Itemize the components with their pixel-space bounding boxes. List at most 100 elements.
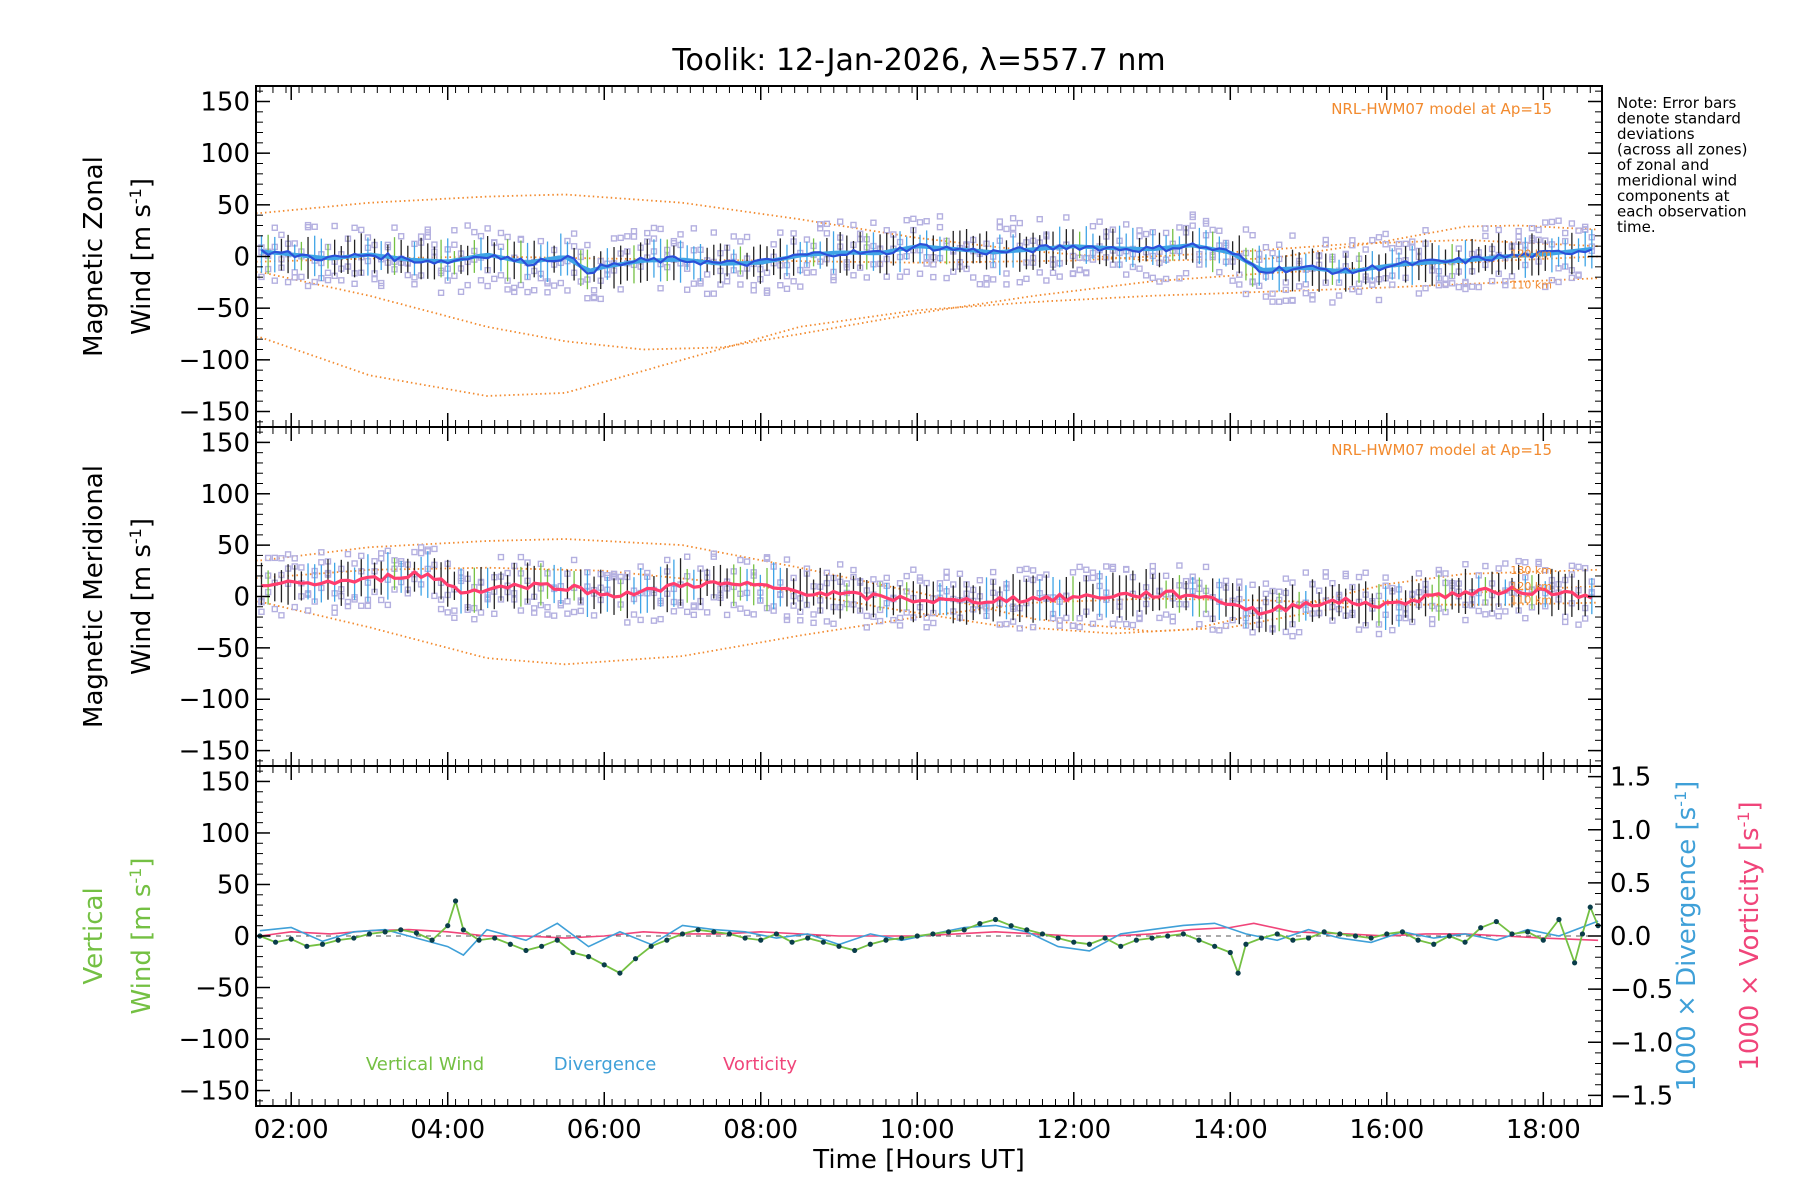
zone-point — [451, 614, 458, 622]
zone-point — [1349, 285, 1356, 293]
zone-point — [1089, 223, 1097, 230]
zone-point — [1575, 563, 1582, 571]
zone-point — [657, 285, 664, 292]
zone-point — [750, 287, 757, 294]
zone-point — [324, 276, 332, 284]
zone-point — [271, 554, 278, 562]
zone-point — [850, 566, 857, 574]
y-tick-label: 50 — [217, 191, 250, 221]
x-tick-label: 12:00 — [1036, 1115, 1111, 1145]
zone-point — [1495, 226, 1502, 234]
vertical-wind-point — [664, 937, 670, 943]
zone-point — [431, 241, 438, 248]
zone-point — [1202, 563, 1210, 571]
zone-point — [584, 241, 591, 249]
zone-point — [1275, 298, 1283, 305]
zone-point — [497, 229, 505, 237]
zone-point — [1109, 620, 1117, 627]
altitude-label: 120 km — [1510, 580, 1552, 593]
zone-point — [703, 290, 711, 298]
zone-point — [1036, 269, 1043, 276]
zone-point — [451, 607, 458, 614]
vertical-wind-point — [820, 939, 826, 945]
zone-point — [1056, 622, 1063, 629]
zone-point — [1375, 630, 1383, 638]
zone-point — [304, 282, 312, 290]
right-tick-label: 1.5 — [1610, 763, 1651, 793]
zone-point — [1581, 615, 1589, 622]
zone-point — [650, 224, 658, 232]
zone-point — [1269, 298, 1276, 305]
zone-point — [1409, 238, 1416, 245]
model-curve — [256, 255, 1599, 351]
divergence-line — [259, 920, 1599, 957]
vertical-wind-point — [617, 970, 623, 976]
zone-point — [876, 617, 884, 625]
zone-point — [883, 273, 890, 280]
vertical-wind-point — [1384, 931, 1390, 937]
zone-point — [1462, 279, 1469, 287]
y-tick-label: −150 — [179, 1077, 250, 1107]
zone-point — [577, 607, 584, 615]
zone-point — [777, 229, 784, 236]
zone-point — [1382, 241, 1389, 248]
zone-point — [1422, 227, 1429, 234]
y-tick-label: −50 — [195, 294, 250, 324]
note-line: time. — [1617, 218, 1656, 236]
zone-point — [624, 233, 631, 240]
vertical-wind-point — [272, 939, 279, 945]
zone-point — [1149, 274, 1157, 282]
note-line: Note: Error bars — [1617, 94, 1737, 112]
zone-point — [311, 223, 318, 230]
zone-point — [1222, 622, 1230, 630]
zone-point — [896, 614, 904, 622]
zone-point — [1555, 278, 1562, 286]
zone-point — [1023, 565, 1030, 573]
zone-point — [411, 281, 418, 288]
zone-point — [617, 234, 624, 242]
axis-label-superscript: -1 — [126, 868, 145, 884]
legend-item: Vorticity — [723, 1054, 797, 1075]
zone-point — [1375, 296, 1383, 304]
zone-point — [830, 273, 837, 281]
zone-point — [896, 580, 904, 587]
vertical-wind-point — [1165, 933, 1171, 939]
zone-point — [550, 282, 558, 289]
zone-point — [431, 592, 438, 600]
zone-point — [896, 622, 904, 629]
altitude-label: 130 km — [1510, 564, 1552, 577]
axis-label-superscript: -1 — [1671, 791, 1690, 807]
vertical-wind-point — [805, 935, 811, 941]
zone-point — [763, 554, 771, 561]
zone-point — [331, 609, 338, 616]
zone-point — [1009, 224, 1017, 232]
zone-point — [1222, 577, 1230, 585]
zone-point — [570, 556, 578, 564]
zone-point — [903, 268, 910, 276]
vertical-wind-point — [695, 927, 701, 933]
zone-point — [1069, 622, 1077, 630]
vertical-wind-point — [1227, 949, 1233, 956]
zone-point — [278, 231, 285, 239]
zone-point — [1242, 290, 1250, 298]
zone-point — [1522, 559, 1529, 566]
zone-point — [1016, 279, 1023, 286]
zone-point — [797, 283, 804, 290]
zone-point — [1482, 232, 1489, 240]
zone-point — [590, 287, 598, 294]
zone-point — [1475, 607, 1482, 615]
zone-point — [1056, 617, 1063, 624]
zone-point — [883, 574, 890, 582]
zone-point — [1448, 280, 1456, 287]
zone-point — [1216, 268, 1223, 276]
zone-point — [1123, 620, 1130, 628]
vertical-wind-point — [554, 937, 560, 943]
zone-point — [1162, 611, 1170, 618]
vertical-wind-point — [1102, 935, 1108, 941]
zone-point — [910, 566, 917, 573]
vertical-wind-point — [288, 936, 294, 942]
zone-point — [564, 598, 571, 605]
zone-point — [1428, 616, 1436, 623]
zone-point — [504, 569, 511, 577]
zone-point — [1362, 246, 1369, 253]
